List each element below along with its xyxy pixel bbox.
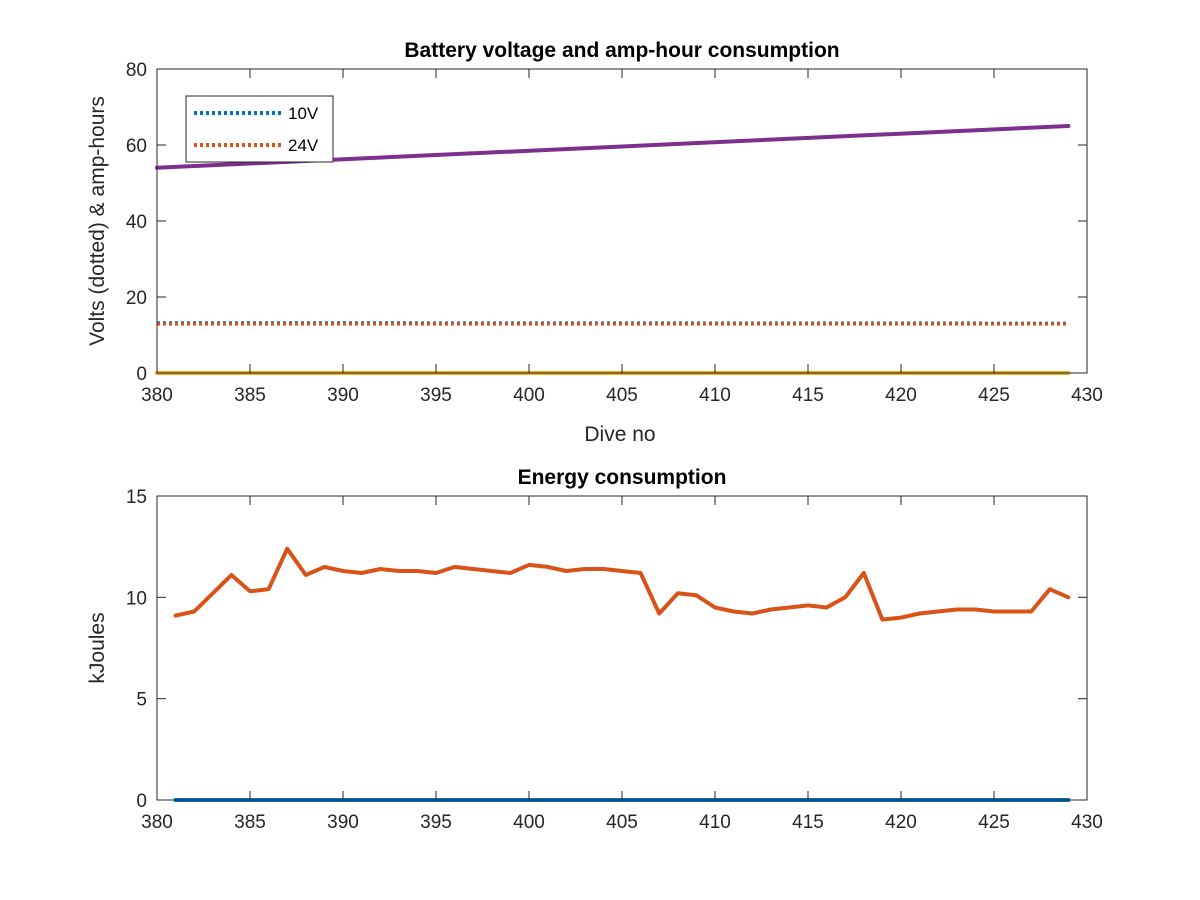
x-tick-label: 385 <box>234 812 266 833</box>
x-tick-label: 425 <box>978 385 1010 406</box>
x-tick-label: 380 <box>141 385 173 406</box>
x-tick-label: 410 <box>699 812 731 833</box>
y-tick-label: 80 <box>126 60 147 81</box>
legend-label-10v: 10V <box>288 104 319 123</box>
x-axis-label-battery: Dive no <box>584 423 655 446</box>
x-tick-label: 385 <box>234 385 266 406</box>
y-axis-label-energy: kJoules <box>86 612 109 683</box>
legend-box <box>185 95 334 163</box>
x-tick-label: 415 <box>792 385 824 406</box>
y-tick-label: 40 <box>126 212 147 233</box>
x-tick-label: 430 <box>1071 385 1103 406</box>
y-tick-label: 5 <box>136 690 147 711</box>
x-tick-label: 415 <box>792 812 824 833</box>
y-tick-label: 0 <box>136 791 147 812</box>
x-tick-label: 425 <box>978 812 1010 833</box>
chart-title-energy: Energy consumption <box>518 466 727 489</box>
y-axis-label-battery: Volts (dotted) & amp-hours <box>86 96 109 346</box>
x-tick-label: 395 <box>420 812 452 833</box>
series-line-1-0 <box>173 546 1071 622</box>
x-tick-label: 410 <box>699 385 731 406</box>
ticks-layer-energy: 380 385 390 395 400 405 410 415 420 425 430 0 5 10 15 <box>126 487 1103 833</box>
x-tick-label: 390 <box>327 385 359 406</box>
y-tick-label: 10 <box>126 588 147 609</box>
x-tick-label: 420 <box>885 385 917 406</box>
x-tick-label: 400 <box>513 812 545 833</box>
y-tick-label: 15 <box>126 487 147 508</box>
x-tick-label: 390 <box>327 812 359 833</box>
energy-consumption-subplot: Energy consumption kJoules 380 385 390 395 4… <box>86 466 1103 833</box>
x-tick-label: 400 <box>513 385 545 406</box>
x-tick-label: 405 <box>606 385 638 406</box>
x-tick-label: 420 <box>885 812 917 833</box>
legend: 10V 24V <box>185 95 334 163</box>
ticks-layer-battery: 380 385 390 395 400 405 410 415 420 425 430 0 20 40 60… <box>126 60 1103 406</box>
y-tick-label: 60 <box>126 136 147 157</box>
y-tick-label: 0 <box>136 364 147 385</box>
plot-area-energy <box>157 496 1087 800</box>
legend-label-24v: 24V <box>288 136 319 155</box>
x-tick-label: 405 <box>606 812 638 833</box>
y-tick-label: 20 <box>126 288 147 309</box>
chart-title-battery: Battery voltage and amp-hour consumption <box>404 39 839 62</box>
battery-voltage-subplot: Battery voltage and amp-hour consumption… <box>86 39 1103 446</box>
x-tick-label: 380 <box>141 812 173 833</box>
x-tick-label: 430 <box>1071 812 1103 833</box>
x-tick-label: 395 <box>420 385 452 406</box>
